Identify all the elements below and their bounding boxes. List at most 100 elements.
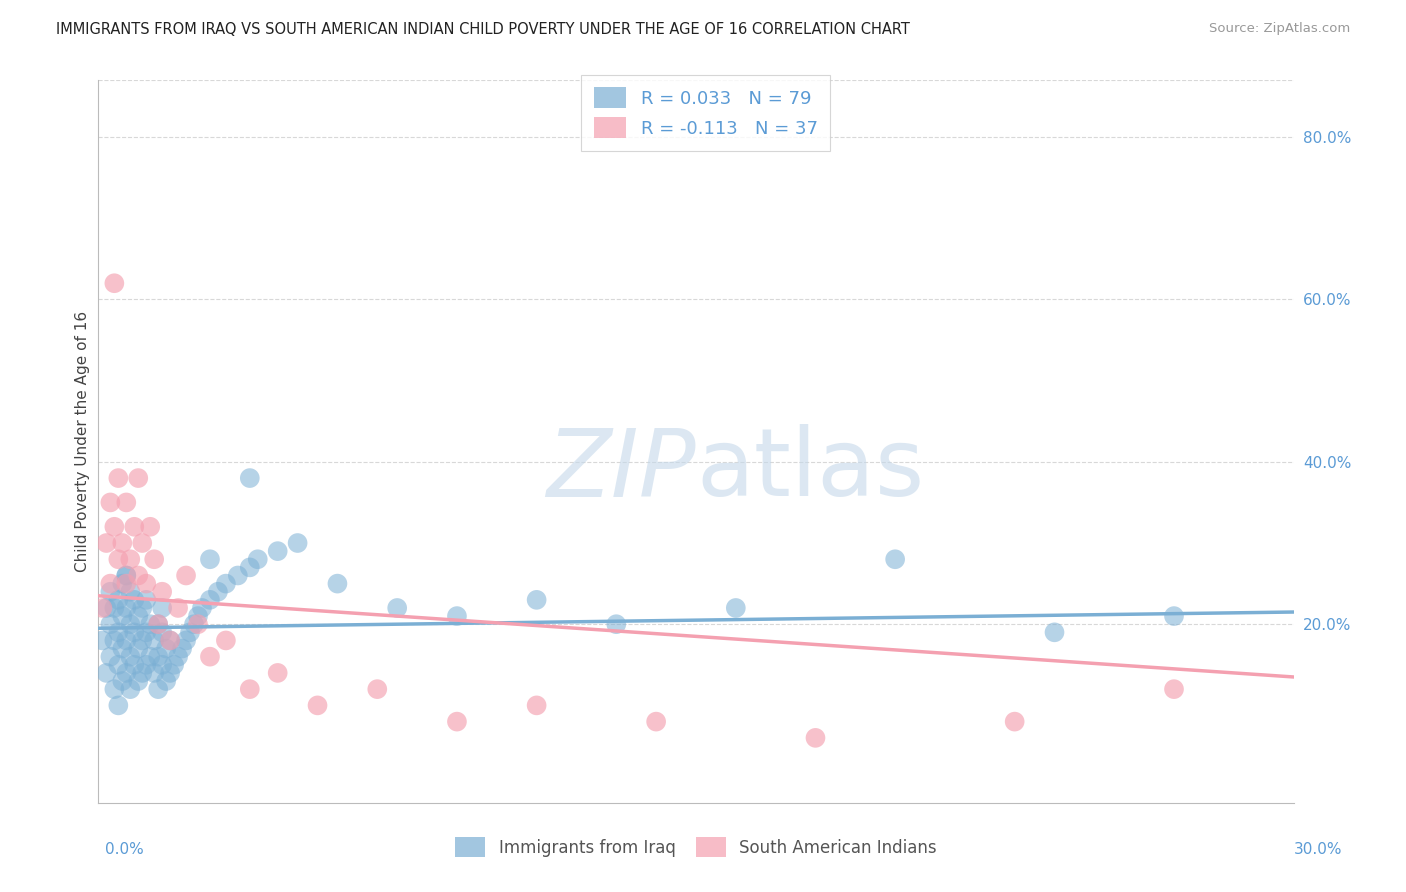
Point xyxy=(143,552,166,566)
Point xyxy=(198,552,221,566)
Point xyxy=(91,633,114,648)
Point xyxy=(366,682,388,697)
Point xyxy=(605,617,627,632)
Point xyxy=(287,536,309,550)
Point xyxy=(155,641,177,656)
Point xyxy=(111,576,134,591)
Point xyxy=(127,673,149,688)
Point xyxy=(124,657,146,672)
Point xyxy=(226,568,249,582)
Point xyxy=(215,576,238,591)
Text: 0.0%: 0.0% xyxy=(105,842,145,856)
Point xyxy=(172,641,194,656)
Point xyxy=(139,617,162,632)
Point xyxy=(174,633,197,648)
Point xyxy=(103,277,125,291)
Point xyxy=(107,657,129,672)
Point xyxy=(198,649,221,664)
Point xyxy=(526,698,548,713)
Point xyxy=(174,568,197,582)
Point xyxy=(155,673,177,688)
Point xyxy=(150,601,173,615)
Point xyxy=(120,617,142,632)
Point xyxy=(148,649,170,664)
Point xyxy=(1163,682,1185,697)
Point xyxy=(111,641,134,656)
Point xyxy=(124,592,146,607)
Point xyxy=(127,609,149,624)
Point xyxy=(115,601,138,615)
Point xyxy=(307,698,329,713)
Point xyxy=(115,633,138,648)
Point xyxy=(131,536,153,550)
Point xyxy=(111,673,134,688)
Point xyxy=(131,665,153,680)
Point xyxy=(804,731,827,745)
Point xyxy=(115,665,138,680)
Point xyxy=(267,665,290,680)
Point xyxy=(103,601,125,615)
Point xyxy=(96,601,118,615)
Point xyxy=(191,601,214,615)
Point xyxy=(131,633,153,648)
Point xyxy=(179,625,201,640)
Point xyxy=(107,552,129,566)
Point xyxy=(135,657,157,672)
Text: atlas: atlas xyxy=(696,425,924,516)
Point xyxy=(96,536,118,550)
Legend: Immigrants from Iraq, South American Indians: Immigrants from Iraq, South American Ind… xyxy=(446,828,946,867)
Point xyxy=(115,495,138,509)
Point xyxy=(446,714,468,729)
Point xyxy=(107,698,129,713)
Point xyxy=(207,584,229,599)
Point xyxy=(131,601,153,615)
Point xyxy=(385,601,409,615)
Point xyxy=(645,714,668,729)
Point xyxy=(724,601,747,615)
Point xyxy=(215,633,238,648)
Point xyxy=(98,584,122,599)
Point xyxy=(135,592,157,607)
Point xyxy=(103,520,125,534)
Point xyxy=(115,568,138,582)
Point xyxy=(98,649,122,664)
Point xyxy=(120,649,142,664)
Point xyxy=(183,617,205,632)
Text: ZIP: ZIP xyxy=(547,425,696,516)
Point xyxy=(167,649,190,664)
Point xyxy=(1043,625,1066,640)
Point xyxy=(115,576,138,591)
Point xyxy=(148,617,170,632)
Point xyxy=(115,568,138,582)
Point xyxy=(239,682,262,697)
Point xyxy=(159,633,181,648)
Point xyxy=(150,584,173,599)
Point xyxy=(107,592,129,607)
Point xyxy=(127,568,149,582)
Point xyxy=(246,552,269,566)
Point xyxy=(526,592,548,607)
Point xyxy=(103,633,125,648)
Point xyxy=(124,520,146,534)
Point xyxy=(139,649,162,664)
Text: IMMIGRANTS FROM IRAQ VS SOUTH AMERICAN INDIAN CHILD POVERTY UNDER THE AGE OF 16 : IMMIGRANTS FROM IRAQ VS SOUTH AMERICAN I… xyxy=(56,22,910,37)
Point xyxy=(124,625,146,640)
Point xyxy=(239,471,262,485)
Point xyxy=(135,576,157,591)
Point xyxy=(103,682,125,697)
Point xyxy=(120,682,142,697)
Point xyxy=(148,682,170,697)
Point xyxy=(107,625,129,640)
Point xyxy=(98,495,122,509)
Point xyxy=(98,617,122,632)
Point xyxy=(120,552,142,566)
Point xyxy=(187,617,209,632)
Point xyxy=(111,536,134,550)
Point xyxy=(446,609,468,624)
Point xyxy=(1004,714,1026,729)
Point xyxy=(91,601,114,615)
Text: Source: ZipAtlas.com: Source: ZipAtlas.com xyxy=(1209,22,1350,36)
Point xyxy=(96,665,118,680)
Point xyxy=(120,584,142,599)
Point xyxy=(163,657,186,672)
